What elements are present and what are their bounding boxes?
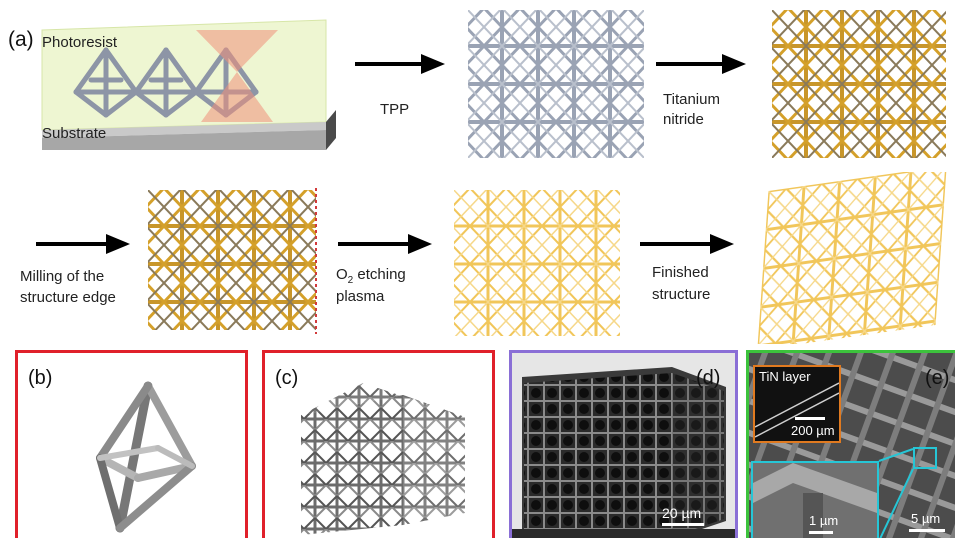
- arrow-icon: [338, 234, 432, 254]
- panel-b-letter: (b): [28, 367, 53, 389]
- arrow-icon: [36, 234, 130, 254]
- scale-bar: [662, 523, 704, 526]
- inset-scale-label: 200 µm: [791, 423, 835, 438]
- panel-d-letter: (d): [696, 367, 721, 389]
- finished-structure-3d: [757, 172, 947, 344]
- step-nitride-label: nitride: [663, 111, 704, 128]
- tin-layer-label: TiN layer: [759, 369, 811, 384]
- scale-bar-label: 20 µm: [662, 505, 702, 521]
- photoresist-substrate-illustration: [41, 19, 336, 150]
- single-octahedron-render: [96, 381, 196, 533]
- tin-inset-image: [755, 382, 839, 438]
- panel-c-letter: (c): [275, 367, 299, 389]
- arrow-icon: [656, 54, 746, 74]
- zoom-inset-image: [753, 463, 877, 538]
- lattice-block-render: [301, 383, 465, 535]
- zoom-region-marker: [913, 447, 937, 469]
- scale-bar: [795, 417, 825, 420]
- step-milling-label-1: Milling of the: [20, 268, 105, 285]
- scale-bar: [809, 531, 833, 534]
- step-o2-label: O2 etching: [336, 266, 406, 286]
- arrow-icon: [355, 54, 445, 74]
- zoom-scale-label: 1 µm: [809, 513, 839, 528]
- scale-bar: [909, 529, 945, 532]
- substrate-label: Substrate: [42, 125, 107, 142]
- sem-lattice-block: [512, 353, 735, 538]
- zoom-connector-lines: [878, 448, 914, 538]
- gold-lattice-milled: [148, 188, 317, 334]
- gold-lattice-coated: [772, 10, 946, 158]
- main-scale-label: 5 µm: [911, 511, 941, 526]
- panel-e: TiN layer 200 µm (e) 1 µm 5 µm: [746, 350, 955, 538]
- arrow-icon: [640, 234, 734, 254]
- light-gold-lattice: [454, 190, 620, 336]
- photoresist-label: Photoresist: [42, 34, 118, 51]
- tin-layer-inset: TiN layer 200 µm: [753, 365, 841, 443]
- step-finished-label-2: structure: [652, 286, 711, 303]
- gray-lattice: [468, 10, 644, 158]
- step-plasma-label: plasma: [336, 288, 385, 305]
- octa-1: [73, 47, 139, 118]
- panel-c: (c): [262, 350, 495, 538]
- panel-d: (d) 20 µm: [509, 350, 738, 538]
- step-finished-label-1: Finished: [652, 264, 709, 281]
- panel-a-letter: (a): [8, 28, 34, 51]
- step-milling-label-2: structure edge: [20, 289, 116, 306]
- step-tpp-label: TPP: [380, 101, 410, 118]
- step-titanium-label: Titanium: [663, 91, 720, 108]
- zoom-inset: 1 µm: [751, 461, 879, 538]
- panel-e-letter: (e): [925, 367, 950, 389]
- panel-b: (b): [15, 350, 248, 538]
